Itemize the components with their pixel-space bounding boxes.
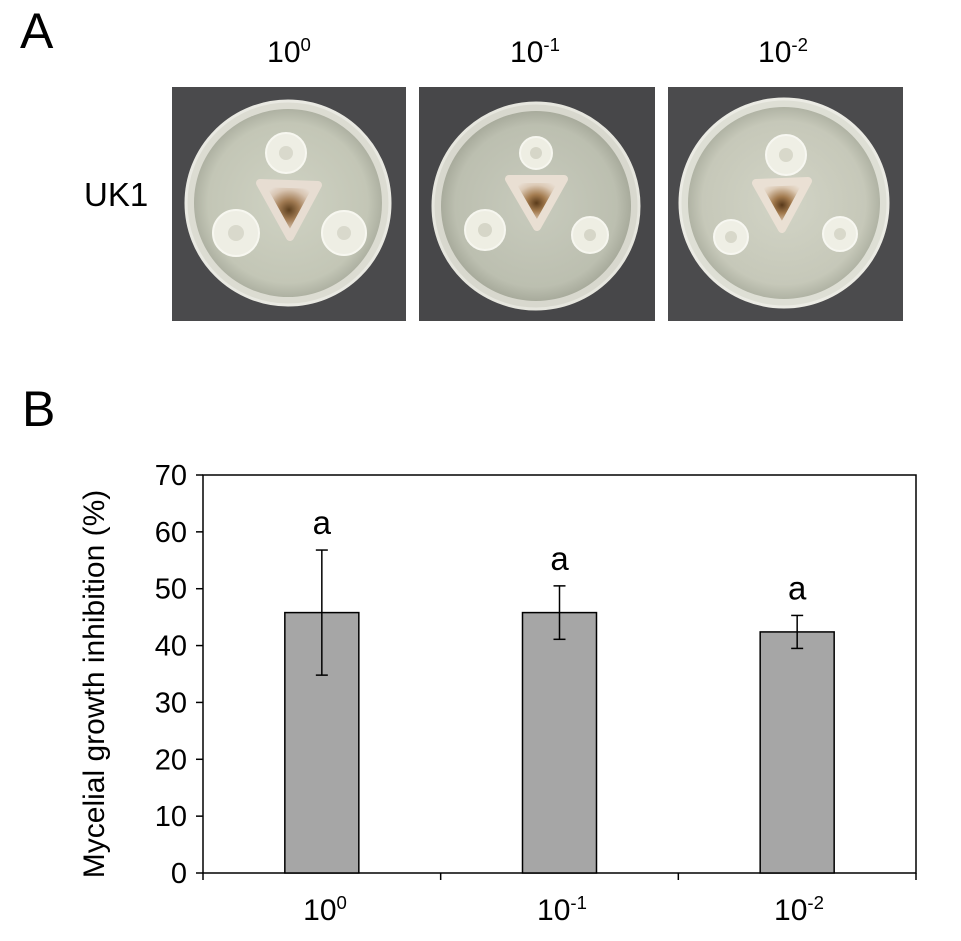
y-tick-label: 30: [155, 687, 187, 719]
dilution-label-1: 100: [267, 34, 311, 69]
y-tick-label: 20: [155, 744, 187, 776]
y-axis-title: Mycelial growth inhibition (%): [78, 490, 111, 878]
dilution-label-3: 10-2: [758, 34, 808, 69]
petri-dish-photo-1: [172, 87, 406, 321]
error-bar: [553, 585, 566, 641]
petri-dish-photo-3: [668, 87, 903, 321]
bar: [759, 631, 835, 874]
y-tick-label: 60: [155, 517, 187, 549]
dilution-label-2: 10-1: [510, 34, 560, 69]
bar: [521, 611, 598, 874]
x-tick-label-1: 100: [303, 892, 347, 927]
y-tick-label: 10: [155, 801, 187, 833]
error-bar: [315, 549, 328, 676]
y-tick-label: 70: [155, 460, 187, 492]
panel-b-label: B: [22, 381, 56, 437]
x-tick-label-3: 10-2: [774, 892, 824, 927]
y-tick-label: 40: [155, 631, 187, 663]
x-tick-label-2: 10-1: [537, 892, 587, 927]
significance-letter: a: [788, 569, 807, 606]
panel-a-label: A: [20, 3, 54, 59]
y-tick-label: 0: [171, 858, 187, 890]
significance-letter: a: [313, 504, 332, 541]
y-tick-label: 50: [155, 574, 187, 606]
y-axis: 0 10 20 30 40 50 60 70: [155, 460, 917, 890]
bars: a a a: [284, 504, 835, 874]
significance-letter: a: [550, 540, 569, 577]
petri-dish-photo-2: [419, 87, 655, 321]
error-bar: [791, 614, 804, 650]
strain-label: UK1: [84, 176, 149, 213]
